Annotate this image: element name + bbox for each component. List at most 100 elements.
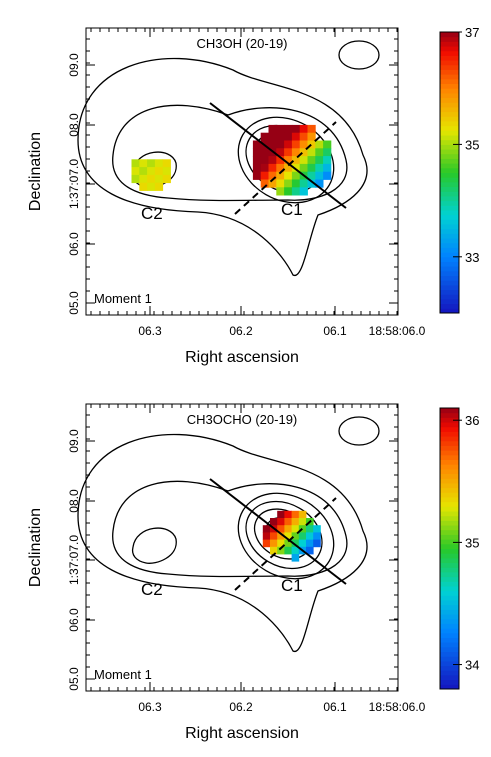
- velocity-pixel-c2: [154, 182, 164, 191]
- colorbar-segment: [440, 571, 459, 578]
- velocity-pixel: [276, 156, 285, 165]
- velocity-pixel: [284, 171, 293, 180]
- y-tick-label: 08.0: [67, 489, 81, 513]
- velocity-pixel: [284, 179, 293, 188]
- colorbar-segment: [440, 120, 459, 127]
- colorbar-segment: [440, 581, 459, 587]
- velocity-pixel: [307, 124, 316, 134]
- colorbar-segment: [440, 431, 459, 437]
- colorbar-segment: [440, 92, 459, 99]
- velocity-pixel: [299, 124, 308, 134]
- velocity-pixel: [260, 156, 269, 165]
- colorbar: 34 35 36: [439, 407, 479, 690]
- colorbar-segment: [440, 205, 459, 211]
- colorbar-segment: [440, 548, 459, 554]
- velocity-pixel-c2: [139, 174, 148, 184]
- colorbar-segment: [440, 116, 459, 122]
- colorbar-segment: [440, 539, 459, 545]
- velocity-pixels: [131, 124, 332, 196]
- velocity-pixel: [252, 171, 262, 180]
- colorbar-segment: [440, 177, 459, 183]
- colorbar-segment: [440, 111, 459, 117]
- colorbar-segment: [440, 487, 459, 493]
- y-tick-label: 1:37:07.0: [67, 159, 81, 209]
- colorbar-tick-label: 36: [465, 413, 479, 428]
- colorbar-segment: [440, 233, 459, 239]
- velocity-pixel: [291, 187, 301, 196]
- velocity-pixel-c2: [139, 167, 148, 176]
- colorbar-segment: [440, 590, 459, 596]
- velocity-pixel: [299, 187, 308, 196]
- velocity-pixel: [262, 539, 271, 548]
- y-tick-label: 09.0: [67, 53, 81, 77]
- velocity-pixel: [284, 148, 293, 157]
- velocity-pixel: [291, 124, 301, 134]
- velocity-pixel: [307, 132, 316, 141]
- colorbar-segment: [440, 459, 459, 465]
- colorbar-segment: [440, 74, 459, 80]
- velocity-pixel: [298, 510, 307, 519]
- colorbar-segment: [440, 642, 459, 648]
- colorbar-segment: [440, 191, 459, 197]
- velocity-pixel: [298, 539, 307, 548]
- velocity-pixel: [284, 539, 292, 548]
- colorbar-segment: [440, 102, 459, 108]
- velocity-pixel: [262, 525, 271, 533]
- colorbar-segment: [440, 534, 459, 540]
- colorbar-segment: [440, 679, 459, 685]
- colorbar-segment: [440, 506, 459, 512]
- colorbar-segment: [440, 186, 459, 192]
- velocity-pixel: [307, 140, 316, 149]
- velocity-pixel: [260, 179, 269, 188]
- x-axis-label: Right ascension: [185, 725, 299, 742]
- colorbar-segment: [440, 36, 459, 42]
- colorbar-segment: [440, 32, 459, 38]
- velocity-pixel: [270, 518, 278, 526]
- velocity-pixel: [277, 539, 285, 548]
- velocity-pixel-c2: [162, 167, 171, 176]
- source-label-c2: C2: [141, 580, 163, 599]
- y-tick-label: 05.0: [67, 291, 81, 315]
- colorbar-segment: [440, 464, 459, 470]
- velocity-pixel-c2: [139, 182, 148, 191]
- colorbar-segment: [440, 665, 459, 671]
- velocity-pixel-c2: [131, 159, 140, 168]
- velocity-pixel: [291, 510, 300, 519]
- colorbar-segment: [440, 628, 459, 634]
- velocity-pixel: [291, 171, 301, 180]
- velocity-pixel: [299, 179, 308, 188]
- colorbar-segment: [440, 543, 459, 549]
- colorbar-segment: [440, 436, 459, 442]
- colorbar-segment: [440, 478, 459, 484]
- colorbar-segment: [440, 501, 459, 507]
- colorbar-segment: [440, 60, 459, 66]
- colorbar-segment: [440, 130, 459, 136]
- velocity-pixel: [298, 518, 307, 526]
- velocity-pixel: [313, 525, 321, 533]
- colorbar-segment: [440, 408, 459, 414]
- source-label-c1: C1: [281, 576, 303, 595]
- velocity-pixel: [260, 163, 269, 173]
- colorbar-segment: [440, 228, 459, 234]
- y-tick-label: 09.0: [67, 429, 81, 453]
- colorbar-segment: [440, 473, 459, 479]
- y-tick-label: 05.0: [67, 667, 81, 691]
- colorbar-segment: [440, 651, 459, 657]
- velocity-pixel: [252, 148, 262, 157]
- velocity-pixel: [323, 140, 332, 149]
- colorbar-segment: [440, 417, 459, 423]
- colorbar-segment: [440, 46, 459, 52]
- colorbar-segment: [440, 167, 459, 173]
- colorbar-segment: [440, 440, 459, 446]
- contour-layer: [77, 433, 368, 652]
- velocity-pixel: [291, 163, 301, 173]
- colorbar-segment: [440, 275, 459, 281]
- colorbar-segment: [440, 308, 459, 314]
- colorbar-segment: [440, 515, 459, 521]
- velocity-pixel: [268, 140, 277, 149]
- velocity-pixel: [315, 148, 324, 157]
- colorbar-segment: [440, 158, 459, 164]
- velocity-pixel: [252, 163, 262, 173]
- velocity-pixel: [260, 132, 269, 141]
- velocity-pixel: [260, 148, 269, 157]
